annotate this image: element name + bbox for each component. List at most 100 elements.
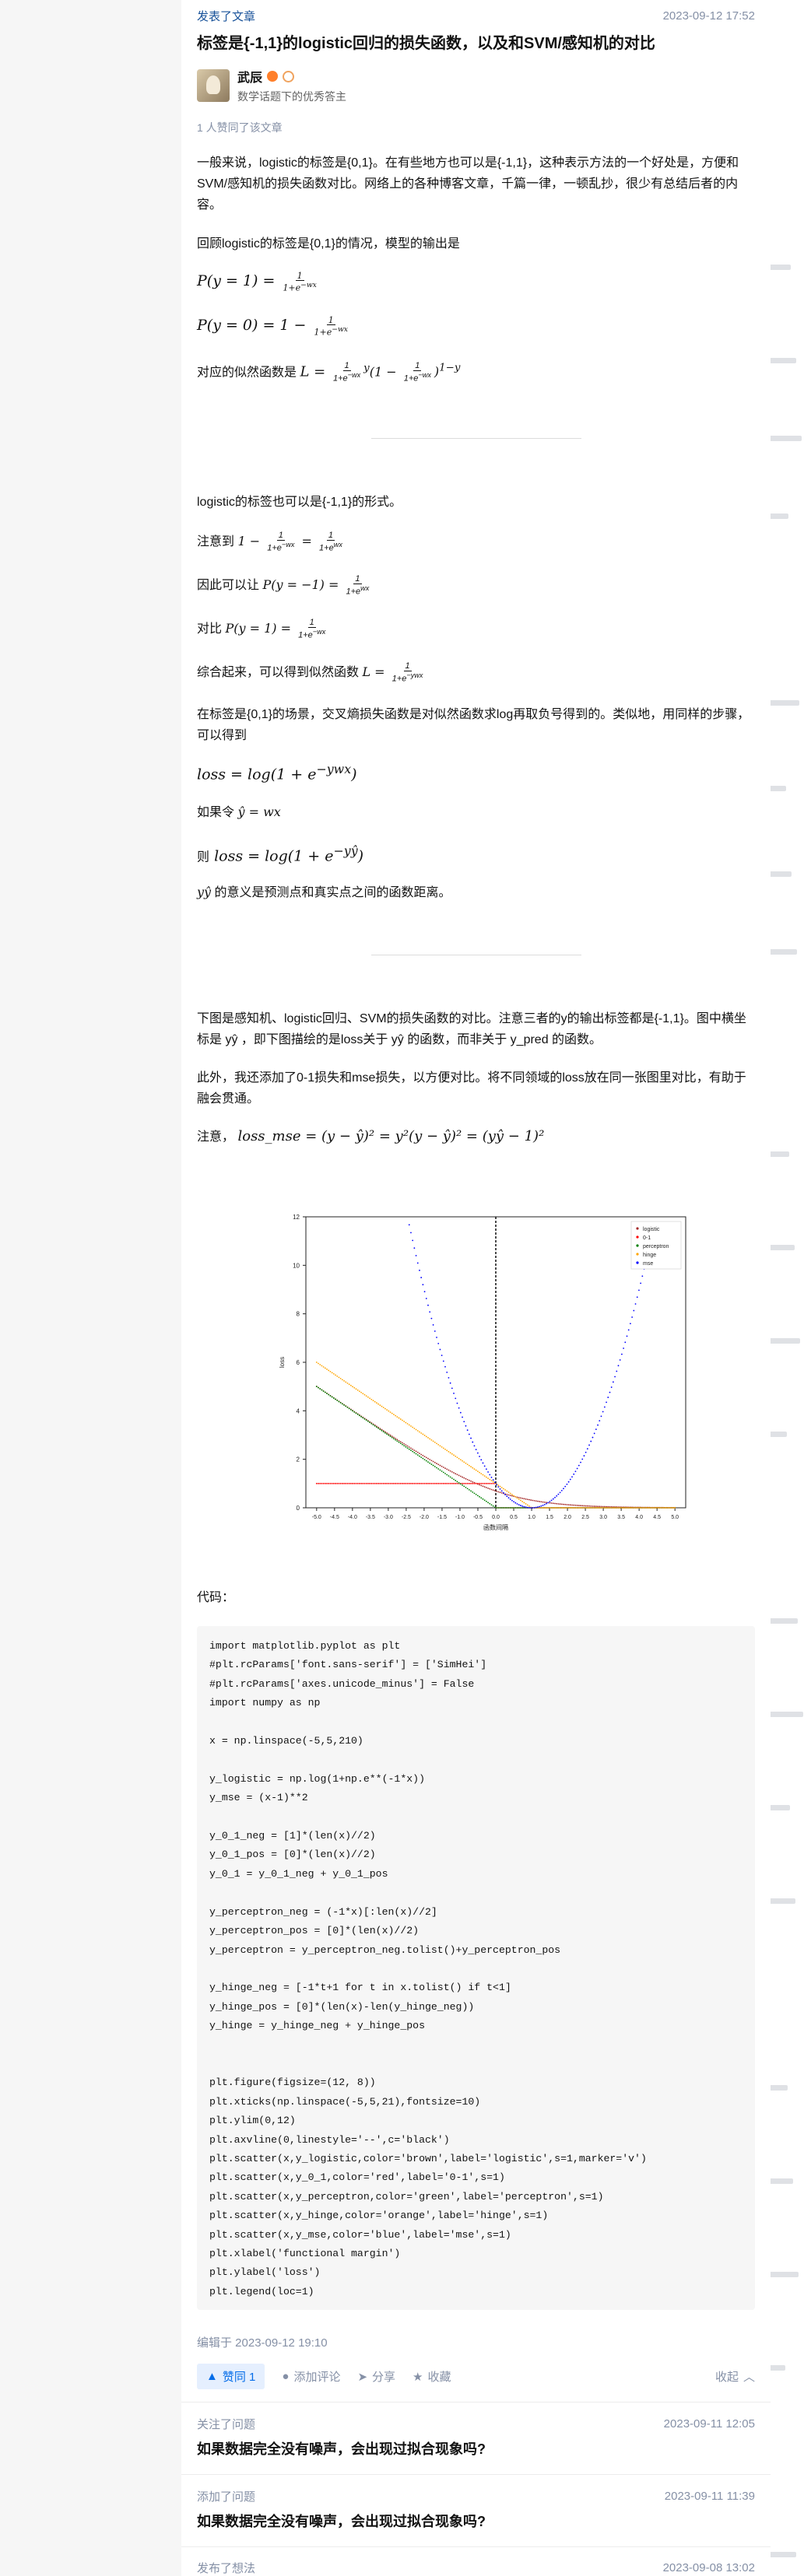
edited-time[interactable]: 编辑于 2023-09-12 19:10: [197, 2336, 328, 2350]
data-point-mse: [563, 1488, 564, 1490]
data-point-hinge: [420, 1432, 423, 1434]
data-point-hinge: [560, 1507, 563, 1509]
data-point-logistic: [580, 1505, 581, 1507]
data-point-mse: [546, 1502, 547, 1505]
data-point-hinge: [393, 1414, 395, 1416]
data-point-logistic: [550, 1502, 553, 1504]
favorite-button[interactable]: ★ 收藏: [413, 2368, 451, 2385]
data-point-logistic: [500, 1491, 503, 1494]
data-point-perceptron: [453, 1478, 455, 1481]
data-point-logistic: [567, 1504, 570, 1506]
data-point-hinge: [599, 1507, 601, 1509]
feed-question-title[interactable]: 如果数据完全没有噪声，会出现过拟合现象吗?: [197, 2441, 486, 2457]
data-point-hinge: [322, 1366, 325, 1368]
avatar[interactable]: [197, 69, 230, 102]
data-point-0-1: [480, 1482, 483, 1484]
data-point-0-1: [399, 1482, 402, 1484]
data-point-hinge: [662, 1507, 664, 1509]
paragraph: 因此可以让 P(y = −1) = 1 1+ewx: [197, 573, 370, 597]
data-point-perceptron: [335, 1398, 336, 1400]
data-point-0-1: [332, 1482, 335, 1484]
feed-question-title[interactable]: 如果数据完全没有噪声，会出现过拟合现象吗?: [197, 2514, 486, 2529]
data-point-hinge: [633, 1507, 635, 1509]
data-point-perceptron: [416, 1454, 419, 1456]
data-point-0-1: [465, 1482, 467, 1484]
data-point-hinge: [489, 1478, 491, 1481]
paragraph: 综合起来，可以得到似然函数 L = 1 1+e−ywx: [197, 661, 423, 684]
data-point-logistic: [525, 1498, 527, 1500]
data-point-logistic: [422, 1454, 424, 1456]
data-point-mse: [442, 1360, 444, 1362]
data-point-mse: [593, 1432, 595, 1435]
paragraph-text: 综合起来，可以得到似然函数: [197, 666, 360, 679]
data-point-hinge: [641, 1507, 644, 1509]
sidebar-placeholder: [762, 2272, 799, 2277]
data-point-perceptron: [465, 1487, 467, 1488]
data-point-perceptron: [446, 1474, 448, 1476]
data-point-perceptron: [458, 1482, 460, 1484]
data-point-mse: [408, 1224, 410, 1226]
activity-action[interactable]: 发表了文章: [197, 10, 256, 23]
data-point-0-1: [338, 1482, 340, 1484]
data-point-logistic: [507, 1494, 510, 1496]
article-title[interactable]: 标签是{-1,1}的logistic回归的损失函数，以及和SVM/感知机的对比: [197, 35, 655, 52]
data-point-logistic: [602, 1505, 604, 1508]
data-point-logistic: [603, 1505, 606, 1508]
equation-text: P(y = 0) = 1 −: [197, 317, 307, 334]
data-point-mse: [504, 1494, 507, 1495]
data-point-perceptron: [367, 1421, 369, 1422]
data-point-logistic: [427, 1457, 429, 1460]
sidebar-placeholder: [762, 1245, 795, 1250]
legend-box: [630, 1221, 682, 1270]
data-point-perceptron: [482, 1498, 484, 1500]
data-point-hinge: [653, 1507, 655, 1509]
data-point-hinge: [352, 1386, 353, 1388]
data-point-logistic: [463, 1477, 465, 1479]
data-point-0-1: [367, 1482, 369, 1484]
data-point-hinge: [667, 1507, 669, 1509]
share-button[interactable]: ➤ 分享: [357, 2368, 395, 2385]
code-block[interactable]: import matplotlib.pyplot as plt #plt.rcP…: [197, 1626, 755, 2310]
data-point-hinge: [511, 1494, 513, 1495]
data-point-logistic: [597, 1505, 599, 1508]
data-point-mse: [564, 1485, 567, 1488]
sidebar-placeholder: [762, 513, 788, 519]
author-name[interactable]: 武辰: [237, 72, 263, 85]
data-point-perceptron: [389, 1435, 391, 1438]
x-tick-label: 5.0: [671, 1515, 679, 1520]
data-point-hinge: [395, 1414, 397, 1417]
data-point-hinge: [655, 1507, 657, 1509]
data-point-0-1: [372, 1482, 374, 1484]
sidebar-placeholder: [762, 2552, 796, 2557]
x-tick-label: 3.0: [599, 1515, 607, 1520]
data-point-mse: [506, 1495, 508, 1498]
data-point-hinge: [406, 1423, 409, 1425]
data-point-hinge: [470, 1466, 472, 1468]
data-point-0-1: [318, 1482, 319, 1484]
data-point-mse: [537, 1506, 539, 1508]
data-point-mse: [554, 1496, 556, 1498]
data-point-mse: [470, 1437, 472, 1439]
upvote-button[interactable]: ▲ 赞同 1: [197, 2364, 265, 2389]
x-axis-label: 函数间隔: [483, 1523, 508, 1531]
data-point-mse: [436, 1337, 437, 1338]
data-point-0-1: [345, 1482, 347, 1484]
data-point-mse: [571, 1476, 573, 1478]
data-point-hinge: [580, 1507, 581, 1509]
comment-button[interactable]: ● 添加评论: [282, 2368, 340, 2385]
x-tick-label: 4.5: [653, 1515, 661, 1520]
x-tick-label: -4.0: [348, 1515, 357, 1520]
data-point-hinge: [455, 1455, 457, 1457]
data-point-hinge: [381, 1405, 383, 1407]
data-point-perceptron: [353, 1411, 356, 1413]
x-tick-label: -5.0: [312, 1515, 321, 1520]
data-point-hinge: [576, 1507, 578, 1509]
data-point-mse: [528, 1506, 530, 1509]
data-point-0-1: [321, 1482, 323, 1484]
data-point-hinge: [607, 1507, 609, 1509]
data-point-perceptron: [427, 1461, 429, 1463]
collapse-button[interactable]: 收起 ︿: [715, 2368, 755, 2385]
data-point-hinge: [492, 1481, 494, 1483]
data-point-perceptron: [429, 1462, 431, 1464]
data-point-mse: [627, 1329, 630, 1331]
